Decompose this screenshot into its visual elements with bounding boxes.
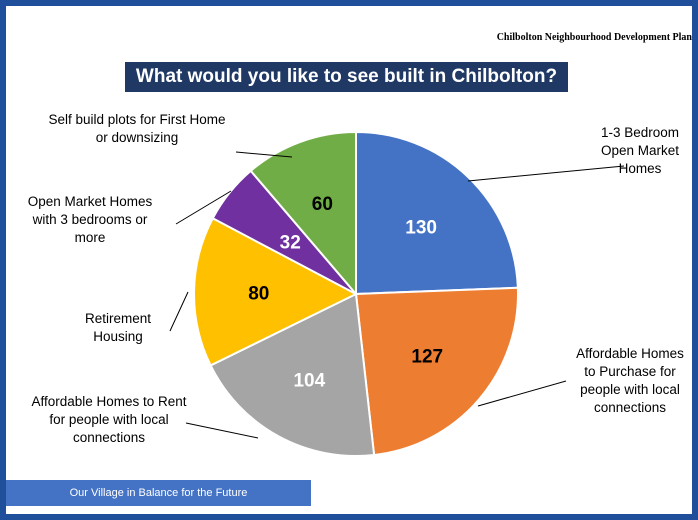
slice-value-label: 60 — [312, 194, 333, 215]
slice-value-label: 32 — [280, 232, 301, 253]
chart-title: What would you like to see built in Chil… — [125, 62, 568, 92]
pie-slice-2 — [354, 286, 519, 457]
slice-category-label: 1-3 Bedroom Open Market Homes — [601, 125, 679, 176]
slice-value-label: 104 — [293, 370, 325, 391]
leader-line — [185, 422, 259, 439]
leader-line — [175, 190, 232, 225]
pie-chart: 130 127 104 80 32 60 1-3 Bedroom Open Market Hom… — [28, 112, 684, 457]
document-header: Chilbolton Neighbourhood Development Pla… — [496, 32, 692, 43]
page: Chilbolton Neighbourhood Development Pla… — [6, 6, 692, 514]
slice-category-label: Affordable Homes to Rent for people with … — [31, 394, 186, 445]
pie-slice-4 — [193, 216, 359, 367]
leader-line — [235, 151, 293, 158]
slice-category-label: Open Market Homes with 3 bedrooms or more — [28, 194, 153, 245]
slice-value-label: 130 — [405, 217, 437, 238]
pie-slice-6 — [249, 130, 357, 297]
footer-tagline: Our Village in Balance for the Future — [6, 480, 311, 506]
slice-category-label: Affordable Homes to Purchase for people wi… — [576, 346, 684, 415]
pie-slice-3 — [209, 292, 376, 457]
leader-line — [467, 165, 625, 182]
slice-category-label: Retirement Housing — [85, 311, 151, 344]
leader-line — [477, 380, 567, 407]
pie-slice-1 — [355, 130, 519, 296]
slice-value-label: 127 — [411, 346, 443, 367]
slice-value-label: 80 — [248, 284, 269, 305]
leader-line — [169, 291, 189, 332]
slice-category-label: Self build plots for First Home or downsi… — [48, 112, 225, 145]
